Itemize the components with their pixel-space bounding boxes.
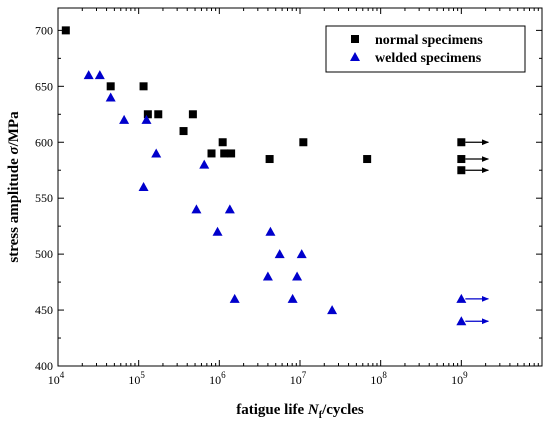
normal-specimen-point xyxy=(457,166,466,175)
normal-specimen-point xyxy=(106,82,115,91)
normal-specimen-point xyxy=(457,138,466,147)
legend: normal specimens welded specimens xyxy=(325,25,526,73)
normal-specimen-point xyxy=(299,138,308,147)
legend-marker-normal xyxy=(351,35,359,43)
normal-specimen-point xyxy=(179,127,188,136)
welded-specimen-point xyxy=(265,226,276,236)
y-tick-label: 650 xyxy=(35,79,53,93)
welded-specimen-point xyxy=(224,204,235,214)
normal-specimen-point xyxy=(265,155,274,164)
y-tick-label: 500 xyxy=(35,247,53,261)
y-axis: 400 450 500 550 600 650 700 xyxy=(35,23,542,373)
y-axis-title: stress amplitude σ/MPa xyxy=(6,111,22,263)
x-tick-label: 104 xyxy=(48,370,65,387)
runout-arrows xyxy=(465,139,490,325)
welded-specimen-point xyxy=(327,305,338,315)
welded-specimen-point xyxy=(119,114,130,124)
y-tick-label: 700 xyxy=(35,23,53,37)
legend-label-welded: welded specimens xyxy=(375,51,482,66)
x-tick-label: 108 xyxy=(370,370,387,387)
welded-specimen-point xyxy=(229,293,240,303)
welded-specimen-point xyxy=(287,293,298,303)
welded-specimen-point xyxy=(292,271,303,281)
welded-specimen-point xyxy=(199,159,210,169)
normal-specimen-point xyxy=(218,138,227,147)
normal-specimen-point xyxy=(227,149,236,158)
welded-specimen-point xyxy=(262,271,273,281)
normal-specimen-point xyxy=(363,155,372,164)
welded-specimen-point xyxy=(456,293,467,303)
welded-specimen-point xyxy=(138,182,149,191)
x-tick-label: 106 xyxy=(209,370,226,387)
y-tick-label: 450 xyxy=(35,303,53,317)
legend-marker-welded xyxy=(350,52,360,61)
normal-specimen-point xyxy=(154,110,163,119)
x-tick-label: 109 xyxy=(451,370,468,387)
welded-specimen-point xyxy=(105,92,116,102)
welded-specimen-point xyxy=(141,114,152,124)
welded-specimen-point xyxy=(274,249,285,259)
normal-specimen-point xyxy=(207,149,216,158)
normal-specimen-point xyxy=(139,82,148,91)
x-tick-label: 105 xyxy=(128,370,145,387)
welded-specimen-point xyxy=(212,226,223,236)
x-axis-title: fatigue life Nf/cycles xyxy=(236,402,364,421)
y-tick-label: 600 xyxy=(35,135,53,149)
legend-label-normal: normal specimens xyxy=(375,33,483,48)
normal-specimen-point xyxy=(457,155,466,164)
normal-specimen-point xyxy=(61,26,70,35)
x-axis: 104 105 106 107 108 109 xyxy=(48,8,539,387)
welded-specimen-point xyxy=(456,316,467,326)
welded-specimen-point xyxy=(191,204,202,214)
welded-specimen-point xyxy=(83,70,94,80)
y-tick-label: 550 xyxy=(35,191,53,205)
x-tick-label: 107 xyxy=(290,370,307,387)
welded-specimen-point xyxy=(94,70,105,80)
welded-specimen-point xyxy=(151,148,162,158)
welded-specimen-point xyxy=(296,249,307,259)
normal-specimen-point xyxy=(143,110,152,119)
legend-box xyxy=(325,25,526,73)
normal-specimen-point xyxy=(220,149,229,158)
data-points xyxy=(61,26,467,326)
y-tick-label: 400 xyxy=(35,359,53,373)
normal-specimen-point xyxy=(188,110,197,119)
